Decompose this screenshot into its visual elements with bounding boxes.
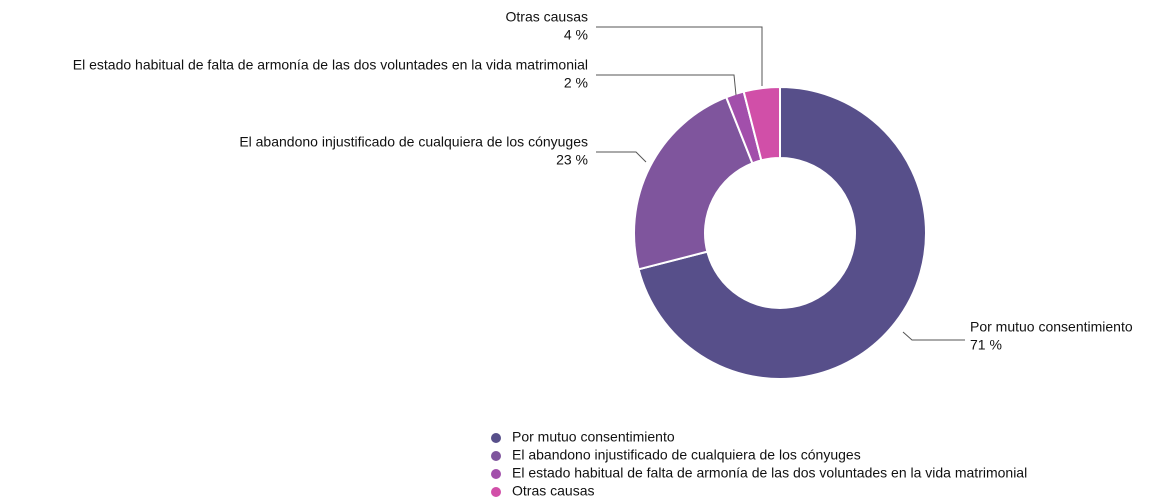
legend-swatch <box>491 433 501 443</box>
leader-line <box>902 331 965 341</box>
leader-line <box>596 26 763 86</box>
slice-value-label: 4 % <box>564 27 588 43</box>
slice-value-label: 2 % <box>564 75 588 91</box>
slice-value-label: 71 % <box>970 337 1002 353</box>
slice-label: El estado habitual de falta de armonía d… <box>73 57 588 73</box>
slice-label: Por mutuo consentimiento <box>970 319 1133 335</box>
legend-swatch <box>491 487 501 497</box>
slice-value-label: 23 % <box>556 152 588 168</box>
donut-slice <box>742 85 781 162</box>
slice-label: Otras causas <box>506 9 588 25</box>
legend-swatch <box>491 469 501 479</box>
legend-label: El estado habitual de falta de armonía d… <box>512 465 1027 481</box>
slice-label: El abandono injustificado de cualquiera … <box>239 134 588 150</box>
legend-label: El abandono injustificado de cualquiera … <box>512 447 861 463</box>
donut-slice <box>633 95 754 271</box>
legend-label: Por mutuo consentimiento <box>512 429 675 445</box>
leader-line <box>596 74 737 96</box>
donut-slice <box>637 85 927 380</box>
legend-swatch <box>491 451 501 461</box>
leader-line <box>596 151 647 163</box>
legend-label: Otras causas <box>512 483 594 499</box>
